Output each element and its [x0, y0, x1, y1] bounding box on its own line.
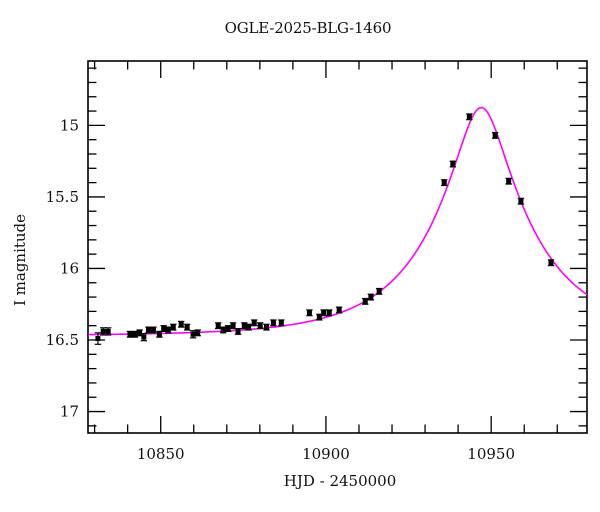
data-point: [156, 330, 163, 338]
data-point: [466, 113, 473, 121]
data-point: [505, 177, 512, 185]
data-point: [241, 322, 248, 330]
data-point: [547, 259, 555, 267]
data-point: [150, 326, 157, 334]
data-point: [177, 320, 185, 328]
data-point: [183, 323, 191, 331]
data-point: [256, 322, 264, 330]
model-curve: [88, 106, 587, 336]
data-point: [335, 306, 343, 314]
data-points: [94, 113, 555, 345]
x-tick-label: 10950: [467, 445, 515, 463]
data-point: [326, 309, 333, 317]
data-point: [145, 326, 152, 334]
data-point: [224, 325, 232, 333]
data-point: [278, 319, 285, 327]
data-point: [441, 179, 448, 187]
data-point: [219, 326, 227, 334]
y-tick-label: 16.5: [46, 331, 79, 349]
data-point: [320, 309, 327, 317]
data-point: [215, 322, 222, 330]
data-point: [194, 329, 201, 337]
axis-ticks: [88, 61, 587, 433]
data-point: [234, 327, 242, 335]
data-point: [517, 197, 525, 205]
y-tick-label: 17: [60, 403, 79, 421]
data-point: [229, 322, 237, 330]
data-point: [126, 330, 134, 338]
chart-title: OGLE-2025-BLG-1460: [224, 19, 392, 37]
y-tick-label: 15.5: [46, 188, 79, 206]
data-point: [491, 131, 499, 139]
data-point: [270, 319, 277, 327]
data-point: [375, 287, 383, 295]
x-tick-label: 10850: [137, 445, 185, 463]
y-tick-label: 16: [60, 259, 79, 277]
y-tick-labels: 15 15.5 16 16.5 17: [46, 116, 79, 420]
data-point: [165, 326, 172, 334]
data-point: [449, 160, 457, 168]
data-point: [251, 319, 258, 327]
y-axis-title: I magnitude: [11, 213, 29, 307]
data-point: [263, 323, 270, 331]
data-point: [94, 332, 102, 345]
data-point: [306, 309, 313, 317]
data-point: [140, 332, 148, 342]
data-point: [362, 297, 369, 305]
data-point: [245, 323, 252, 331]
data-point: [104, 327, 112, 336]
x-tick-labels: 10850 10900 10950: [137, 445, 515, 463]
data-point: [367, 293, 375, 301]
data-point: [170, 323, 177, 331]
axes-frame: [87, 60, 588, 434]
x-axis-title: HJD - 2450000: [283, 472, 397, 490]
x-tick-label: 10900: [302, 445, 350, 463]
y-tick-label: 15: [60, 116, 79, 134]
